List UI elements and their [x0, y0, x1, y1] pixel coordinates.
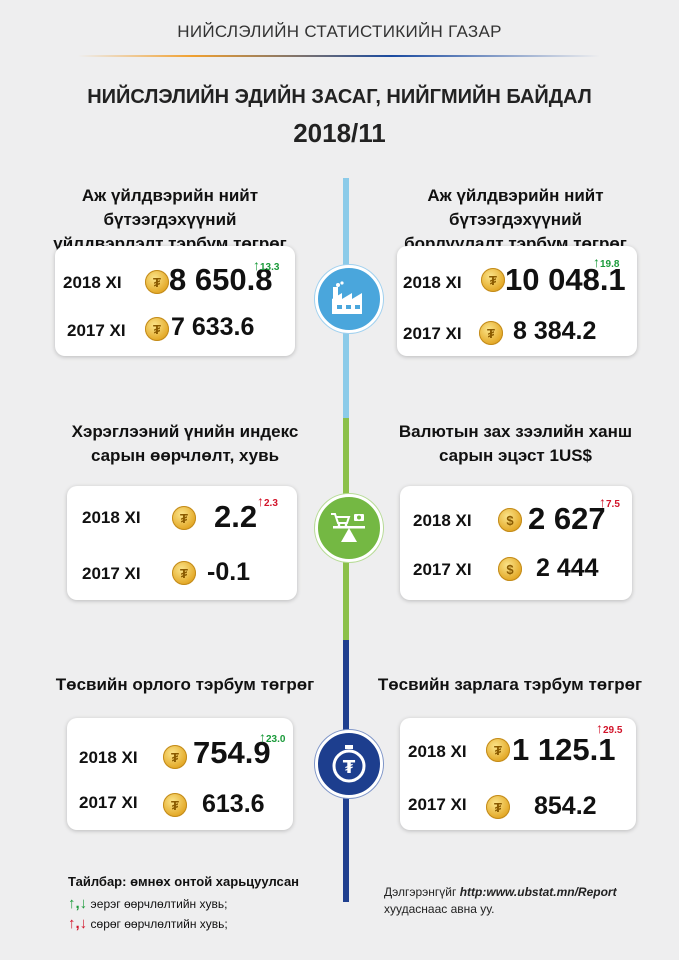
indicator-card: 2018 XI ₮ 1 125.1 ↑29.5 2017 XI ₮ 854.2	[400, 718, 636, 830]
tugrik-coin-icon: ₮	[481, 268, 505, 292]
indicator-card: 2018 XI $ 2 627 ↑7.5 2017 XI $ 2 444	[400, 486, 632, 600]
indicator-title: Төсвийн зарлага тэрбум төгрөг	[360, 673, 660, 697]
current-value: 2.2	[214, 499, 258, 534]
previous-period-label: 2017 XI	[413, 560, 472, 579]
arrow-up-icon: ↑	[593, 254, 600, 270]
tugrik-coin-icon: ₮	[163, 793, 187, 817]
indicator-title-line2: сарын эцэст 1US$	[438, 446, 593, 465]
indicator-title: Валютын зах зээлийн ханш сарын эцэст 1US…	[368, 420, 663, 468]
indicator-title-line1: Аж үйлдвэрийн нийт бүтээгдэхүүний	[81, 186, 259, 229]
change-badge: ↑2.3	[257, 493, 278, 509]
header-divider	[78, 55, 600, 57]
organization-name: НИЙСЛЭЛИЙН СТАТИСТИКИЙН ГАЗАР	[177, 22, 502, 41]
arrow-up-down-green-icon: ↑,↓	[68, 895, 88, 912]
current-value: 10 048.1	[505, 262, 626, 297]
arrow-up-icon: ↑	[257, 493, 264, 509]
previous-period-label: 2017 XI	[79, 793, 138, 812]
tugrik-coin-icon: ₮	[486, 738, 510, 762]
indicator-title-line1: Төсвийн зарлага тэрбум төгрөг	[377, 675, 643, 694]
report-link[interactable]: http:www.ubstat.mn/Report	[459, 885, 617, 899]
indicator-card: 2018 XI ₮ 754.9 ↑23.0 2017 XI ₮ 613.6	[67, 718, 293, 830]
change-value: 19.8	[600, 259, 620, 270]
tugrik-coin-icon: ₮	[145, 317, 169, 341]
indicator-title-line1: Хэрэглээний үнийн индекс	[71, 422, 299, 441]
current-period-label: 2018 XI	[82, 508, 141, 527]
current-value: 754.9	[193, 735, 271, 770]
current-value: 8 650.8	[169, 262, 273, 297]
previous-period-label: 2017 XI	[82, 564, 141, 583]
current-period-label: 2018 XI	[413, 511, 472, 530]
tugrik-coin-icon: ₮	[172, 506, 196, 530]
current-period-label: 2018 XI	[63, 273, 122, 292]
previous-value: 613.6	[202, 790, 265, 818]
change-value: 29.5	[603, 725, 623, 736]
factory-icon	[315, 265, 383, 333]
tugrik-coin-icon: ₮	[486, 795, 510, 819]
previous-value: 854.2	[534, 792, 597, 820]
arrow-up-icon: ↑	[253, 257, 260, 273]
dollar-coin-icon: $	[498, 557, 522, 581]
tugrik-coin-icon: ₮	[145, 270, 169, 294]
change-value: 7.5	[606, 499, 620, 510]
current-period-label: 2018 XI	[79, 748, 138, 767]
page-title: НИЙСЛЭЛИЙН ЭДИЙН ЗАСАГ, НИЙГМИЙН БАЙДАЛ	[87, 86, 592, 108]
current-value: 1 125.1	[512, 732, 616, 767]
legend-negative-label: сөрөг өөрчлөлтийн хувь;	[90, 917, 228, 931]
previous-period-label: 2017 XI	[403, 324, 462, 343]
change-badge: ↑23.0	[259, 729, 285, 745]
change-value: 13.3	[260, 262, 280, 273]
arrow-up-icon: ↑	[599, 494, 606, 510]
arrow-up-icon: ↑	[596, 720, 603, 736]
svg-text:₮: ₮	[343, 757, 356, 778]
change-badge: ↑19.8	[593, 254, 619, 270]
arrow-up-down-red-icon: ↑,↓	[68, 915, 88, 932]
indicator-title-line2: сарын өөрчлөлт, хувь	[90, 446, 280, 465]
report-period: 2018/11	[293, 118, 386, 148]
dollar-coin-icon: $	[498, 508, 522, 532]
change-badge: ↑7.5	[599, 494, 620, 510]
tugrik-coin-icon: ₮	[163, 745, 187, 769]
indicator-card: 2018 XI ₮ 8 650.8 ↑13.3 2017 XI ₮ 7 633.…	[55, 246, 295, 356]
indicator-title: Төсвийн орлого тэрбум төгрөг	[40, 673, 330, 697]
change-badge: ↑29.5	[596, 720, 622, 736]
previous-value: -0.1	[207, 558, 251, 586]
tugrik-stopwatch-icon: ₮	[315, 730, 383, 798]
indicator-card: 2018 XI ₮ 2.2 ↑2.3 2017 XI ₮ -0.1	[67, 486, 297, 600]
indicator-title-line1: Аж үйлдвэрийн нийт бүтээгдэхүүний	[427, 186, 604, 229]
change-value: 2.3	[264, 498, 278, 509]
current-value: 2 627	[528, 501, 606, 536]
footer-prefix: Дэлгэрэнгүйг	[384, 885, 457, 899]
previous-period-label: 2017 XI	[67, 321, 126, 340]
tugrik-coin-icon: ₮	[479, 321, 503, 345]
previous-value: 2 444	[536, 554, 599, 582]
legend-positive: ↑,↓ эерэг өөрчлөлтийн хувь;	[68, 895, 227, 912]
change-value: 23.0	[266, 734, 286, 745]
legend-positive-label: эерэг өөрчлөлтийн хувь;	[90, 897, 228, 911]
legend-negative: ↑,↓ сөрөг өөрчлөлтийн хувь;	[68, 915, 228, 932]
previous-period-label: 2017 XI	[408, 795, 467, 814]
current-period-label: 2018 XI	[408, 742, 467, 761]
footer-note: Дэлгэрэнгүйг http:www.ubstat.mn/Report	[384, 885, 617, 899]
previous-value: 8 384.2	[513, 317, 597, 345]
current-period-label: 2018 XI	[403, 273, 462, 292]
shopping-cart-scale-icon	[315, 494, 383, 562]
tugrik-coin-icon: ₮	[172, 561, 196, 585]
change-badge: ↑13.3	[253, 257, 279, 273]
arrow-up-icon: ↑	[259, 729, 266, 745]
footer-suffix: хуудаснаас авна уу.	[384, 902, 495, 916]
previous-value: 7 633.6	[171, 313, 255, 341]
legend-title: Тайлбар: өмнөх онтой харьцуулсан	[68, 874, 300, 889]
indicator-title-line1: Төсвийн орлого тэрбум төгрөг	[55, 675, 315, 694]
indicator-card: 2018 XI ₮ 10 048.1 ↑19.8 2017 XI ₮ 8 384…	[397, 246, 637, 356]
indicator-title: Хэрэглээний үнийн индекс сарын өөрчлөлт,…	[40, 420, 330, 468]
indicator-title-line1: Валютын зах зээлийн ханш	[398, 422, 633, 441]
